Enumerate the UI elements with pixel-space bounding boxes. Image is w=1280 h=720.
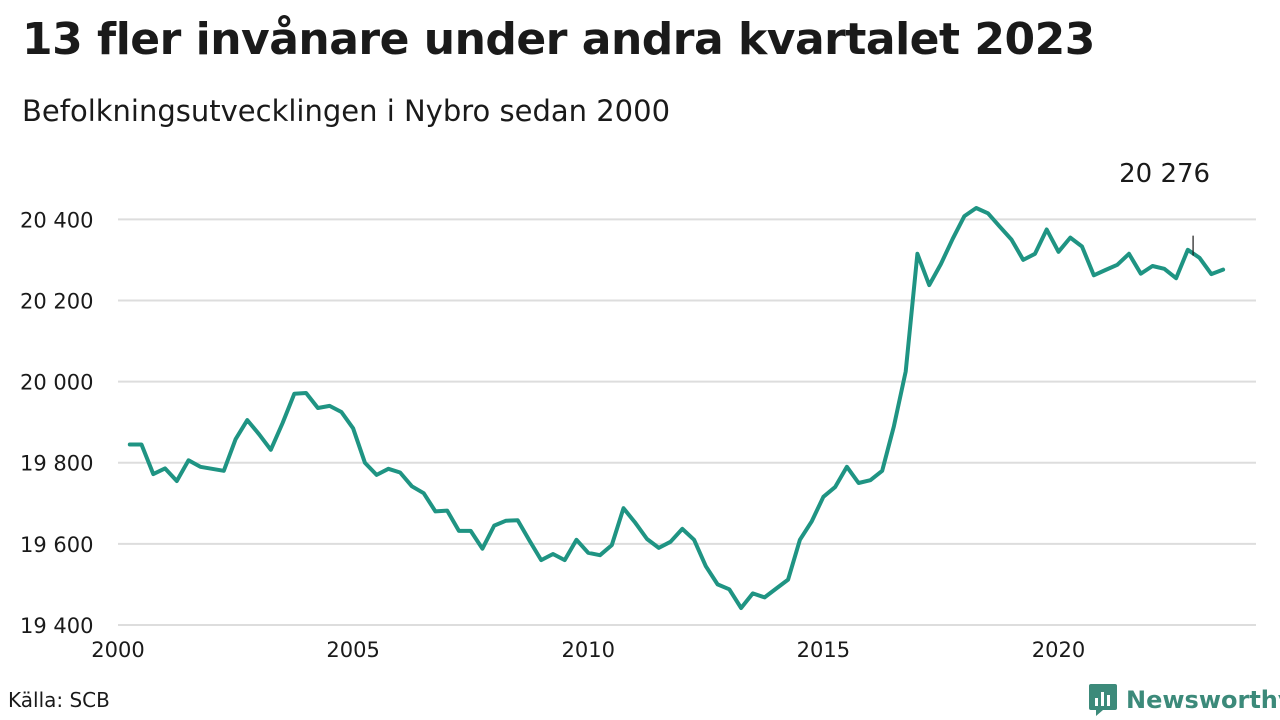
source-note: Källa: SCB [8,688,110,712]
x-tick-label: 2000 [91,638,144,662]
x-tick-label: 2020 [1032,638,1085,662]
brand-logo: Newsworthy [1088,682,1280,718]
last-value-label: 20 276 [1119,159,1210,189]
y-tick-label: 19 600 [20,533,93,557]
x-tick-label: 2010 [562,638,615,662]
series-line [127,206,1226,610]
y-tick-label: 20 200 [20,289,93,313]
y-tick-label: 20 400 [20,208,93,232]
chart-title: 13 fler invånare under andra kvartalet 2… [22,14,1095,65]
y-tick-label: 19 800 [20,452,93,476]
brand-name: Newsworthy [1126,686,1280,714]
x-tick-label: 2005 [326,638,379,662]
chart-subtitle: Befolkningsutvecklingen i Nybro sedan 20… [22,94,671,128]
newsworthy-logo-icon [1089,684,1117,716]
y-tick-label: 19 400 [20,614,93,638]
y-tick-label: 20 000 [20,371,93,395]
x-tick-label: 2015 [797,638,850,662]
